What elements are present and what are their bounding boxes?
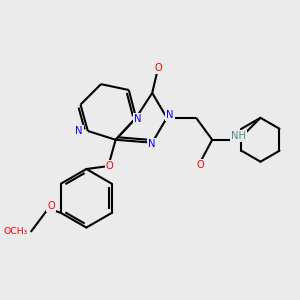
Text: O: O [106, 161, 114, 171]
Text: NH: NH [231, 131, 246, 141]
Text: OCH₃: OCH₃ [4, 227, 28, 236]
Text: O: O [154, 63, 162, 73]
Text: O: O [196, 160, 204, 170]
Text: O: O [47, 201, 55, 211]
Text: N: N [148, 139, 156, 149]
Text: N: N [166, 110, 173, 120]
Text: N: N [134, 114, 141, 124]
Text: N: N [75, 126, 82, 136]
